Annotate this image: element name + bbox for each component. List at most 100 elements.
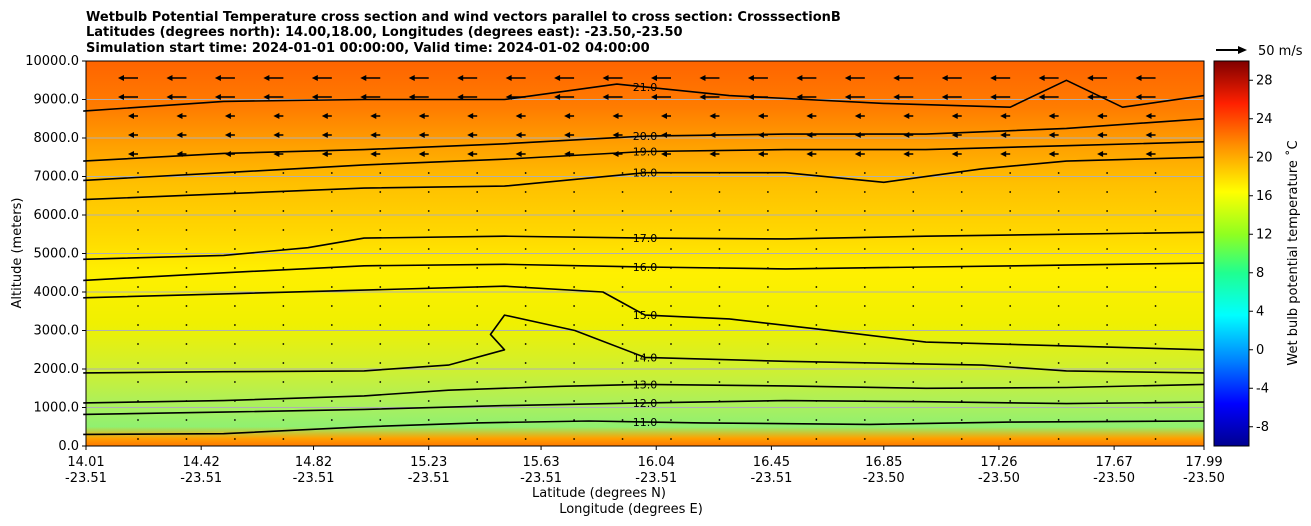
wind-vector-dot <box>282 229 285 231</box>
wind-vector-dot <box>1106 210 1108 212</box>
wind-vector-dot <box>1057 248 1060 250</box>
wind-vector-dot <box>379 305 382 307</box>
wind-vector-dot <box>476 381 479 383</box>
x-tick-label-lat: 16.45 <box>753 455 790 470</box>
contour-line <box>83 156 1205 201</box>
wind-vector-dot <box>863 229 866 231</box>
wind-vector-dot <box>670 381 672 383</box>
wind-vector-head <box>564 132 571 138</box>
wind-vector-head <box>1097 151 1104 157</box>
wind-vector-dot <box>621 286 624 288</box>
wind-vector-dot <box>185 438 188 440</box>
wind-vector-dot <box>912 324 915 326</box>
x-tick-label-lat: 16.85 <box>865 455 902 470</box>
wind-vector-dot <box>1154 324 1157 326</box>
wind-vector-head <box>844 75 851 81</box>
wind-vector-dot <box>1057 172 1060 174</box>
wind-vector-dot <box>1009 362 1012 364</box>
wind-vector-dot <box>476 172 479 174</box>
colorbar-tick-label: -4 <box>1256 381 1269 396</box>
wind-vector-head <box>128 151 134 157</box>
y-tick-label: 7000.0 <box>34 170 80 185</box>
y-tick-label: 4000.0 <box>34 285 80 300</box>
wind-vector-dot <box>185 191 188 193</box>
wind-vector-dot <box>1154 229 1157 231</box>
wind-vector-dot <box>621 381 624 383</box>
wind-vector-dot <box>621 305 624 307</box>
wind-vector-dot <box>330 229 333 231</box>
wind-vector-head <box>941 75 948 81</box>
wind-vector-dot <box>912 381 915 383</box>
wind-vector-head <box>1145 132 1152 138</box>
wind-vector-dot <box>524 362 527 364</box>
y-tick-label: 8000.0 <box>34 131 80 146</box>
wind-vector-dot <box>863 210 866 212</box>
y-axis: 0.0 1000.0 2000.0 3000.0 4000.0 5000.0 6000.0 7… <box>25 54 86 454</box>
wind-vector-dot <box>1154 267 1157 269</box>
wind-vector-dot <box>427 400 430 402</box>
wind-vector-head <box>612 132 619 138</box>
wind-vector-head <box>457 94 464 100</box>
wind-vector-head <box>515 113 522 119</box>
wind-vector-dot <box>670 248 672 250</box>
wind-vector-head <box>408 75 415 81</box>
wind-vector-dot <box>185 362 188 364</box>
wind-vector-dot <box>427 305 430 307</box>
wind-vector-dot <box>960 362 963 364</box>
wind-vector-dot <box>670 438 672 440</box>
colorbar: -8 -4 0 4 8 12 16 20 24 28 Wet bulb potential tem… <box>1213 60 1301 447</box>
wind-vector-head <box>321 151 328 157</box>
wind-vector-dot <box>1154 362 1157 364</box>
wind-vector-dot <box>621 400 624 402</box>
contour-line <box>83 79 1205 112</box>
wind-vector-head <box>903 151 910 157</box>
wind-vector-dot <box>524 248 527 250</box>
x-tick-label-lon: -23.51 <box>65 471 107 486</box>
wind-vector-dot <box>234 267 236 269</box>
wind-vector-dot <box>137 248 139 250</box>
y-axis-label: Altitude (meters) <box>10 198 25 309</box>
wind-vector-head <box>515 132 522 138</box>
wind-vector-dot <box>767 210 769 212</box>
wind-vector-head <box>951 151 958 157</box>
wind-vector-dot <box>718 286 721 288</box>
wind-vector-dot <box>621 210 624 212</box>
wind-vector-dot <box>524 172 527 174</box>
wind-vector-dot <box>1154 210 1157 212</box>
wind-vector-dot <box>234 324 236 326</box>
wind-vector-dot <box>1106 286 1108 288</box>
wind-vector-dot <box>815 172 818 174</box>
wind-vector-dot <box>815 305 818 307</box>
wind-vector-dot <box>718 305 721 307</box>
wind-vector-dot <box>1009 305 1012 307</box>
wind-vector-head <box>1087 94 1094 100</box>
wind-vector-dot <box>137 172 139 174</box>
wind-vector-dot <box>960 324 963 326</box>
contour-line <box>83 383 1205 404</box>
colorbar-tick-label: 8 <box>1256 266 1264 281</box>
wind-vector-head <box>418 113 425 119</box>
wind-vector-dot <box>379 343 382 345</box>
wind-vector-head <box>214 94 221 100</box>
wind-vector-dot <box>234 438 236 440</box>
wind-vector-head <box>311 75 318 81</box>
wind-vector-dot <box>960 248 963 250</box>
x-tick-label-lat: 14.42 <box>183 455 220 470</box>
y-tick-label: 3000.0 <box>34 324 80 339</box>
wind-vector-dot <box>524 210 527 212</box>
wind-vector-dot <box>621 362 624 364</box>
contour-label: 20.0 <box>633 130 658 143</box>
x-tick-label-lat: 17.26 <box>980 455 1017 470</box>
wind-vector-dot <box>379 172 382 174</box>
wind-vector-dot <box>718 191 721 193</box>
contour-label: 11.0 <box>633 416 658 429</box>
wind-vector-dot <box>1106 248 1108 250</box>
y-tick-label: 5000.0 <box>34 247 80 262</box>
wind-vector-dot <box>137 381 139 383</box>
contour-line <box>83 231 1205 261</box>
wind-vector-dot <box>767 248 769 250</box>
wind-vector-dot <box>1106 438 1108 440</box>
wind-vector-head <box>321 132 328 138</box>
wind-vector-dot <box>573 248 575 250</box>
wind-vector-dot <box>427 286 430 288</box>
